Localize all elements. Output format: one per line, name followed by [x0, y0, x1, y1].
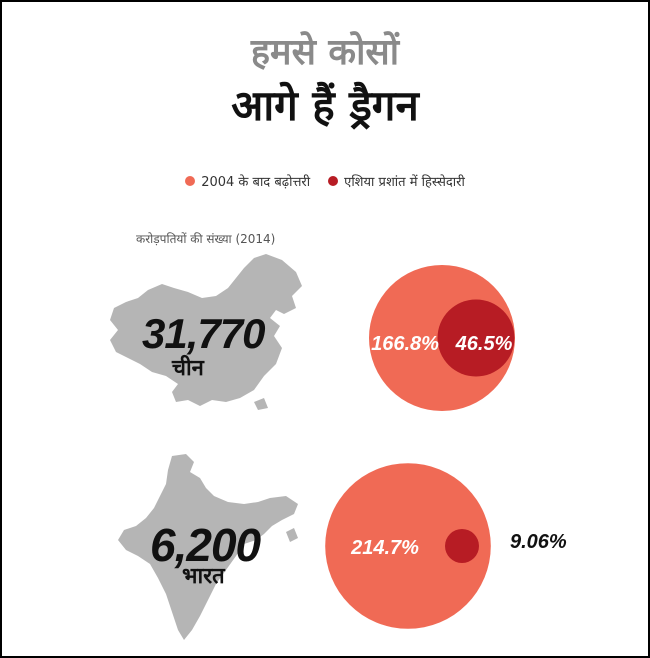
legend-label-growth: 2004 के बाद बढ़ोत्तरी: [201, 175, 311, 190]
china-growth-label: 166.8%: [371, 333, 439, 355]
china-share-label: 46.5%: [455, 333, 513, 355]
legend-dot-share: [328, 176, 339, 186]
china-map: [110, 254, 302, 410]
china-share-bubble: [437, 299, 515, 377]
india-millionaire-count: 6,200: [150, 519, 261, 571]
china-millionaire-count: 31,770: [142, 310, 265, 357]
title-line-2: आगे हैं ड्रैगन: [231, 81, 419, 130]
india-growth-label: 214.7%: [350, 537, 419, 559]
legend-dot-growth: [185, 176, 196, 186]
india-share-bubble: [445, 529, 479, 563]
india-label: भारत: [182, 564, 225, 589]
legend-label-share: एशिया प्रशांत में हिस्सेदारी: [344, 175, 465, 190]
india-map: [118, 454, 298, 640]
title-line-1: हमसे कोसों: [250, 32, 400, 73]
chart-subtitle: करोड़पतियों की संख्या (2014): [136, 232, 276, 246]
india-share-label: 9.06%: [510, 531, 567, 553]
india-growth-bubble: [325, 463, 491, 629]
legend-item-growth: 2004 के बाद बढ़ोत्तरी: [185, 172, 310, 190]
legend-item-share: एशिया प्रशांत में हिस्सेदारी: [328, 172, 465, 190]
legend: 2004 के बाद बढ़ोत्तरी एशिया प्रशांत में …: [0, 172, 650, 190]
china-label: चीन: [172, 356, 204, 381]
